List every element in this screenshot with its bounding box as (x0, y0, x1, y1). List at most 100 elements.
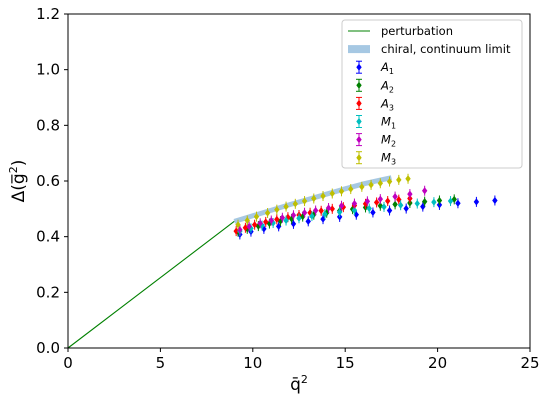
point-m1 (366, 204, 372, 213)
point-m3 (320, 192, 326, 200)
legend-label-main: perturbation (381, 24, 453, 38)
legend-handle-m1-marker (356, 117, 362, 126)
y-tick-label: 0.6 (36, 172, 60, 190)
point-m2 (312, 206, 319, 215)
point-m3 (311, 194, 317, 203)
point-m3 (329, 189, 335, 198)
legend-label-main: A (380, 60, 389, 74)
y-tick-label: 1.0 (36, 61, 60, 79)
legend-label-a1: A1 (380, 60, 394, 76)
legend-label-main: A (380, 96, 389, 110)
point-a1 (473, 198, 480, 206)
point-m1 (309, 212, 315, 220)
y-tick-label: 0.4 (36, 228, 60, 246)
point-a3 (274, 215, 280, 224)
legend-handle-chiral-continuum-limit (348, 45, 370, 54)
point-m3 (405, 175, 411, 183)
point-m3 (368, 181, 374, 189)
legend-label-chiral-continuum-limit: chiral, continuum limit (381, 42, 511, 56)
x-axis-label-sup: 2 (301, 373, 308, 386)
y-axis-label: Δ(g̅2) (7, 160, 29, 203)
point-m3 (338, 187, 345, 195)
legend-handle-a3-marker (356, 99, 362, 107)
x-tick-label: 15 (336, 354, 355, 372)
y-tick-label: 1.2 (36, 5, 60, 23)
point-a3 (329, 205, 335, 213)
point-m2 (325, 204, 332, 212)
point-m2 (301, 209, 308, 217)
y-tick-label: 0.0 (36, 339, 60, 357)
point-m3 (264, 209, 271, 217)
legend-label-sub: 1 (389, 67, 394, 76)
point-m1 (351, 206, 358, 214)
point-m3 (301, 197, 308, 205)
y-tick-label: 0.2 (36, 283, 60, 301)
point-m1 (447, 197, 454, 205)
legend-label-sub: 2 (389, 85, 394, 94)
point-m2 (377, 195, 384, 203)
point-a3 (251, 221, 258, 229)
point-a2 (436, 196, 443, 205)
point-a1 (492, 196, 498, 205)
point-a3 (233, 227, 239, 235)
point-m3 (274, 206, 280, 214)
y-axis-label-sup: 2 (7, 166, 20, 173)
legend-box (341, 19, 523, 169)
point-a3 (385, 197, 391, 205)
series-perturbation-line (67, 220, 235, 349)
point-m3 (283, 203, 289, 211)
point-m3 (348, 185, 354, 193)
point-m2 (279, 214, 286, 222)
legend-label-main: A (380, 78, 389, 92)
point-m3 (244, 216, 250, 225)
y-axis-label-main: Δ(g̅ (9, 173, 29, 202)
point-a1 (386, 206, 393, 215)
x-tick-label: 0 (63, 354, 73, 372)
axis-ticks: 0 5 10 15 20 25 0.0 0.2 0.4 0.6 0.8 1.0 1.2 (36, 5, 539, 372)
point-m3 (396, 176, 402, 184)
y-axis-label-close: ) (9, 160, 29, 167)
y-tick-label: 0.8 (36, 116, 60, 134)
x-tick-label: 25 (520, 354, 539, 372)
legend-handle-a2-marker (356, 81, 362, 89)
x-tick-label: 5 (156, 354, 166, 372)
legend-label-a2: A2 (380, 78, 394, 94)
point-a3 (373, 198, 380, 207)
legend-handle-a1-marker (356, 63, 362, 71)
point-m2 (268, 216, 274, 225)
legend-label-a3: A3 (380, 96, 394, 112)
legend-handle-m2-marker (356, 136, 362, 144)
point-m3 (292, 200, 299, 208)
point-m2 (257, 219, 263, 227)
point-m3 (253, 213, 260, 221)
point-m2 (351, 199, 358, 208)
point-m3 (377, 179, 384, 187)
point-m1 (322, 210, 328, 218)
x-tick-label: 10 (243, 354, 262, 372)
point-a1 (370, 208, 376, 217)
legend-label-m2: M2 (381, 133, 396, 149)
point-m3 (386, 177, 393, 186)
point-a1 (305, 217, 311, 225)
point-m2 (246, 222, 252, 230)
legend-label-sub: 1 (391, 122, 396, 131)
point-m3 (359, 183, 365, 191)
point-m1 (296, 214, 302, 222)
point-m1 (248, 224, 254, 232)
point-m2 (407, 190, 413, 198)
series-chiral-continuum-limit-band (233, 175, 392, 224)
point-m2 (364, 197, 371, 205)
point-m1 (381, 203, 387, 211)
legend-label-main: M (381, 115, 391, 129)
x-axis-label-main: q̄ (290, 375, 301, 395)
legend-label-sub: 3 (389, 103, 394, 112)
point-m1 (431, 198, 437, 206)
legend-label-sub: 2 (391, 140, 396, 149)
legend-label-main: chiral, continuum limit (381, 42, 511, 56)
legend-handle-m3-marker (356, 154, 362, 162)
legend-label-main: M (381, 151, 391, 165)
x-tick-label: 20 (428, 354, 447, 372)
point-a1 (455, 199, 461, 207)
